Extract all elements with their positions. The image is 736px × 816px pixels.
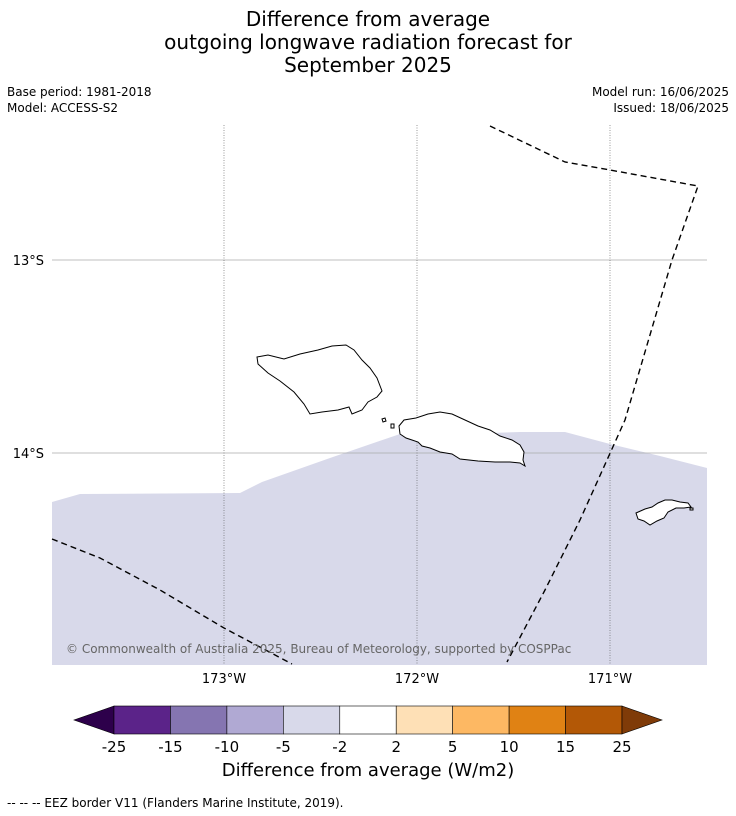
island-manono (390, 423, 395, 429)
colorbar-under-arrow (73, 705, 115, 735)
colorbar-tick-label: 25 (612, 738, 631, 756)
axis-labels: 13°S 14°S 173°W 172°W 171°W (13, 254, 633, 687)
copyright-notice: © Commonwealth of Australia 2025, Bureau… (66, 642, 571, 656)
eez-footnote: -- -- -- EEZ border V11 (Flanders Marine… (7, 796, 344, 810)
title-line-3: September 2025 (284, 53, 452, 77)
colorbar-tick-label: -5 (276, 738, 291, 756)
colorbar-segment (339, 705, 397, 735)
model-run: Model run: 16/06/2025 (591, 85, 729, 99)
colorbar-segment (283, 705, 341, 735)
colorbar-tick-labels: -25 -15 -10 -5 -2 2 5 10 15 25 (102, 738, 632, 756)
meta-left: Base period: 1981-2018 Model: ACCESS-S2 (7, 84, 152, 116)
meta-right: Model run: 16/06/2025 Issued: 18/06/2025 (592, 84, 729, 116)
lon-label-171w: 171°W (588, 672, 632, 687)
colorbar-tick-label: 10 (500, 738, 519, 756)
island-aunuu (689, 507, 694, 511)
graticule (52, 125, 707, 665)
anomaly-region (52, 432, 707, 665)
lat-label-13s: 13°S (13, 254, 44, 269)
colorbar-over-arrow (621, 705, 663, 735)
issued-date: Issued: 18/06/2025 (613, 101, 729, 115)
island-tutuila (635, 499, 692, 526)
colorbar-segment (508, 705, 566, 735)
colorbar-segment (565, 705, 623, 735)
island-apolima (381, 417, 387, 423)
map-panel (51, 125, 707, 665)
eez-border-southwest (51, 538, 293, 665)
title-line-1: Difference from average (245, 7, 491, 31)
title-line-2: outgoing longwave radiation forecast for (164, 30, 572, 54)
colorbar-segment (170, 705, 228, 735)
eez-border-northeast (489, 125, 699, 663)
colorbar-tick-label: -25 (102, 738, 127, 756)
base-period: Base period: 1981-2018 (7, 85, 152, 99)
colorbar-segment (226, 705, 284, 735)
colorbar-tick-label: 5 (448, 738, 458, 756)
colorbar-segment (452, 705, 510, 735)
lon-label-173w: 173°W (202, 672, 246, 687)
colorbar-tick-label: 2 (391, 738, 401, 756)
colorbar-segment (113, 705, 171, 735)
colorbar-tick-label: -10 (215, 738, 240, 756)
colorbar-label: Difference from average (W/m2) (221, 760, 515, 781)
colorbar-tick-label: 15 (556, 738, 575, 756)
island-savaii (256, 344, 383, 415)
colorbar-tick-label: -15 (158, 738, 183, 756)
colorbar: -25 -15 -10 -5 -2 2 5 10 15 25 (73, 705, 663, 756)
model-name: Model: ACCESS-S2 (7, 101, 119, 115)
colorbar-segment (395, 705, 453, 735)
colorbar-segments (113, 705, 623, 735)
lon-label-172w: 172°W (395, 672, 439, 687)
coastlines (256, 344, 694, 526)
chart-title: Difference from average outgoing longwav… (0, 8, 736, 77)
island-upolu (398, 411, 526, 468)
eez-border (51, 125, 699, 665)
lat-label-14s: 14°S (13, 447, 44, 462)
colorbar-tick-label: -2 (332, 738, 347, 756)
